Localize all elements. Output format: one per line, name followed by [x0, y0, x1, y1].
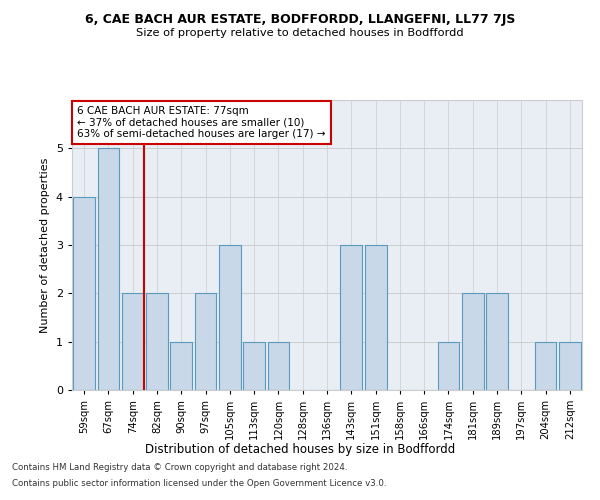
- Bar: [365, 245, 386, 390]
- Text: 6 CAE BACH AUR ESTATE: 77sqm
← 37% of detached houses are smaller (10)
63% of se: 6 CAE BACH AUR ESTATE: 77sqm ← 37% of de…: [77, 106, 326, 139]
- Bar: [73, 196, 95, 390]
- Bar: [194, 294, 217, 390]
- Bar: [219, 245, 241, 390]
- Bar: [462, 294, 484, 390]
- Text: Distribution of detached houses by size in Bodffordd: Distribution of detached houses by size …: [145, 442, 455, 456]
- Text: Contains public sector information licensed under the Open Government Licence v3: Contains public sector information licen…: [12, 478, 386, 488]
- Text: Size of property relative to detached houses in Bodffordd: Size of property relative to detached ho…: [136, 28, 464, 38]
- Y-axis label: Number of detached properties: Number of detached properties: [40, 158, 50, 332]
- Bar: [170, 342, 192, 390]
- Bar: [486, 294, 508, 390]
- Text: 6, CAE BACH AUR ESTATE, BODFFORDD, LLANGEFNI, LL77 7JS: 6, CAE BACH AUR ESTATE, BODFFORDD, LLANG…: [85, 12, 515, 26]
- Bar: [146, 294, 168, 390]
- Text: Contains HM Land Registry data © Crown copyright and database right 2024.: Contains HM Land Registry data © Crown c…: [12, 464, 347, 472]
- Bar: [97, 148, 119, 390]
- Bar: [535, 342, 556, 390]
- Bar: [340, 245, 362, 390]
- Bar: [243, 342, 265, 390]
- Bar: [122, 294, 143, 390]
- Bar: [268, 342, 289, 390]
- Bar: [559, 342, 581, 390]
- Bar: [437, 342, 460, 390]
